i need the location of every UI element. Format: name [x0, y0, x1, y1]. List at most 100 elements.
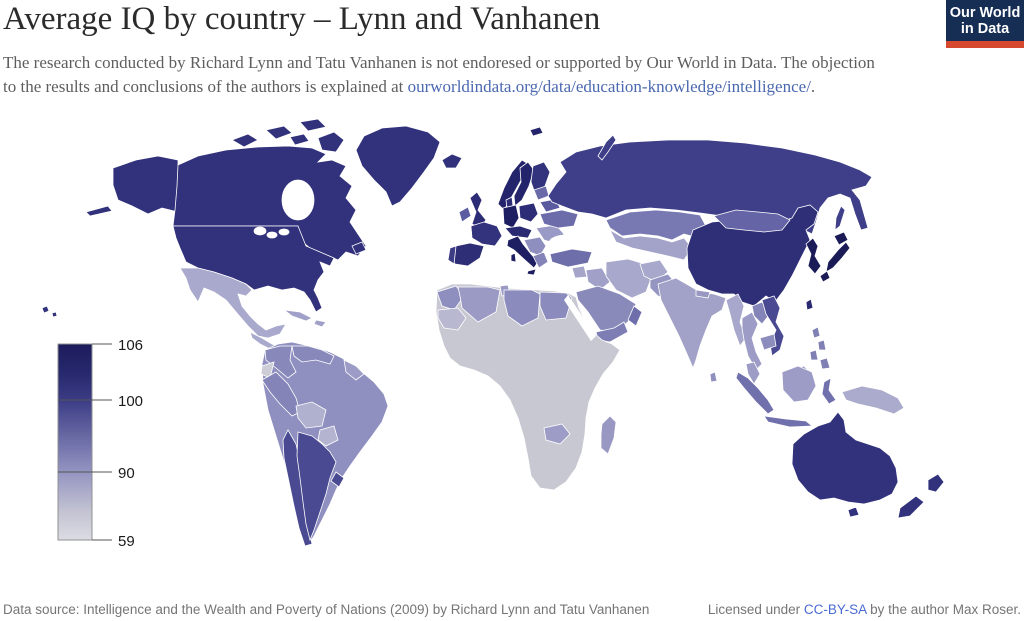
country-nepal	[695, 289, 711, 299]
country-russia-novaya-zemlya	[597, 134, 617, 161]
country-colombia	[264, 345, 297, 379]
country-indonesia-sulawesi	[821, 377, 837, 405]
country-syria	[571, 265, 588, 279]
red-sea	[564, 295, 596, 341]
license-link[interactable]: CC-BY-SA	[803, 602, 867, 617]
legend-label-90: 90	[118, 465, 135, 482]
country-turkey	[549, 248, 593, 268]
country-russia	[547, 139, 873, 235]
subtitle-period: .	[810, 77, 816, 97]
data-source-text: Data source: Intelligence and the Wealth…	[3, 602, 650, 617]
country-hawaii-2	[51, 311, 58, 318]
country-ukraine	[539, 209, 579, 229]
hudson-bay	[281, 179, 315, 221]
country-mexico	[179, 267, 287, 339]
great-lake-3	[278, 228, 290, 236]
country-philippines-mindanao	[819, 357, 831, 370]
country-alaska-aleutians	[85, 205, 113, 217]
country-italy-sardinia	[510, 252, 517, 263]
country-thailand	[741, 311, 763, 371]
country-alaska	[112, 155, 179, 215]
country-japan-kyushu	[819, 270, 831, 283]
country-taiwan	[805, 298, 814, 311]
country-italy-sicily	[526, 268, 537, 276]
country-japan-honshu	[825, 241, 851, 273]
country-cambodia	[759, 333, 777, 351]
country-oman	[627, 305, 643, 327]
country-australia-tasmania	[847, 506, 860, 518]
great-lake-2	[266, 231, 278, 239]
country-united-kingdom	[469, 191, 487, 229]
black-sea	[548, 234, 584, 252]
region-africa	[435, 283, 621, 491]
country-canada-island-3	[299, 118, 327, 132]
country-cuba	[282, 309, 313, 322]
country-zambia	[543, 423, 571, 445]
country-indonesia-sumatra	[735, 371, 775, 415]
owid-logo: Our World in Data	[946, 0, 1024, 48]
country-hispaniola	[313, 319, 327, 328]
country-korea	[805, 237, 822, 275]
country-bolivia	[295, 401, 327, 429]
license-suffix: by the author Max Roser.	[866, 602, 1021, 617]
country-portugal	[447, 245, 457, 265]
region-guyanas	[343, 359, 365, 381]
country-argentina	[296, 431, 337, 542]
country-canada-island-1	[231, 133, 259, 148]
country-vietnam	[761, 295, 785, 357]
subtitle-line-2-text: to the results and conclusions of the au…	[3, 77, 408, 97]
country-paraguay	[317, 425, 339, 447]
country-russia-sakhalin	[834, 205, 846, 231]
license-prefix: Licensed under	[707, 602, 804, 617]
country-sweden	[513, 161, 535, 207]
legend-label-59: 59	[118, 533, 135, 550]
world-map: 106 100 90 59	[0, 112, 1024, 575]
country-malaysia	[745, 361, 761, 385]
country-greenland	[355, 125, 441, 207]
country-mongolia	[713, 209, 791, 233]
legend-label-100: 100	[118, 393, 143, 410]
country-indonesia-borneo	[781, 365, 817, 403]
owid-logo-line-1: Our World	[949, 5, 1021, 21]
country-new-guinea	[841, 385, 905, 415]
country-philippines-luzon	[811, 326, 821, 339]
country-egypt	[539, 291, 573, 321]
country-uruguay	[330, 471, 345, 488]
country-iran	[605, 258, 653, 299]
page-title: Average IQ by country – Lynn and Vanhane…	[3, 1, 601, 37]
country-indonesia-java	[763, 415, 814, 428]
subtitle-link[interactable]: ourworldindata.org/data/education-knowle…	[407, 77, 811, 97]
subtitle-line-2: to the results and conclusions of the au…	[3, 75, 963, 99]
country-australia	[791, 411, 899, 505]
country-morocco	[436, 285, 465, 311]
country-canada-island-baffin	[317, 131, 345, 153]
country-madagascar	[600, 415, 617, 455]
country-poland	[518, 202, 539, 223]
country-hawaii	[41, 305, 50, 314]
country-venezuela	[291, 345, 335, 365]
legend-gradient-bar	[57, 343, 93, 541]
great-lake-1	[253, 226, 267, 236]
country-greece	[532, 251, 549, 269]
country-canada-island-4	[289, 133, 310, 146]
country-sri-lanka	[709, 371, 718, 383]
country-iceland	[441, 153, 463, 169]
country-philippines-palawan	[809, 349, 819, 361]
region-balkans	[523, 236, 547, 257]
subtitle-line-1: The research conducted by Richard Lynn a…	[3, 53, 875, 72]
country-japan-hokkaido	[833, 231, 849, 246]
country-algeria	[457, 286, 501, 323]
country-germany	[502, 204, 520, 229]
country-ireland	[458, 206, 472, 223]
country-italy	[506, 235, 539, 269]
license-text: Licensed under CC-BY-SA by the author Ma…	[708, 602, 1021, 617]
country-libya	[503, 289, 541, 327]
country-france	[470, 221, 503, 247]
country-svalbard	[529, 126, 544, 137]
country-canada-newfoundland	[351, 241, 367, 255]
owid-logo-stripe	[946, 41, 1024, 48]
caspian-sea	[597, 237, 611, 267]
country-new-zealand-north	[927, 473, 945, 493]
country-canada-island-2	[265, 125, 293, 140]
